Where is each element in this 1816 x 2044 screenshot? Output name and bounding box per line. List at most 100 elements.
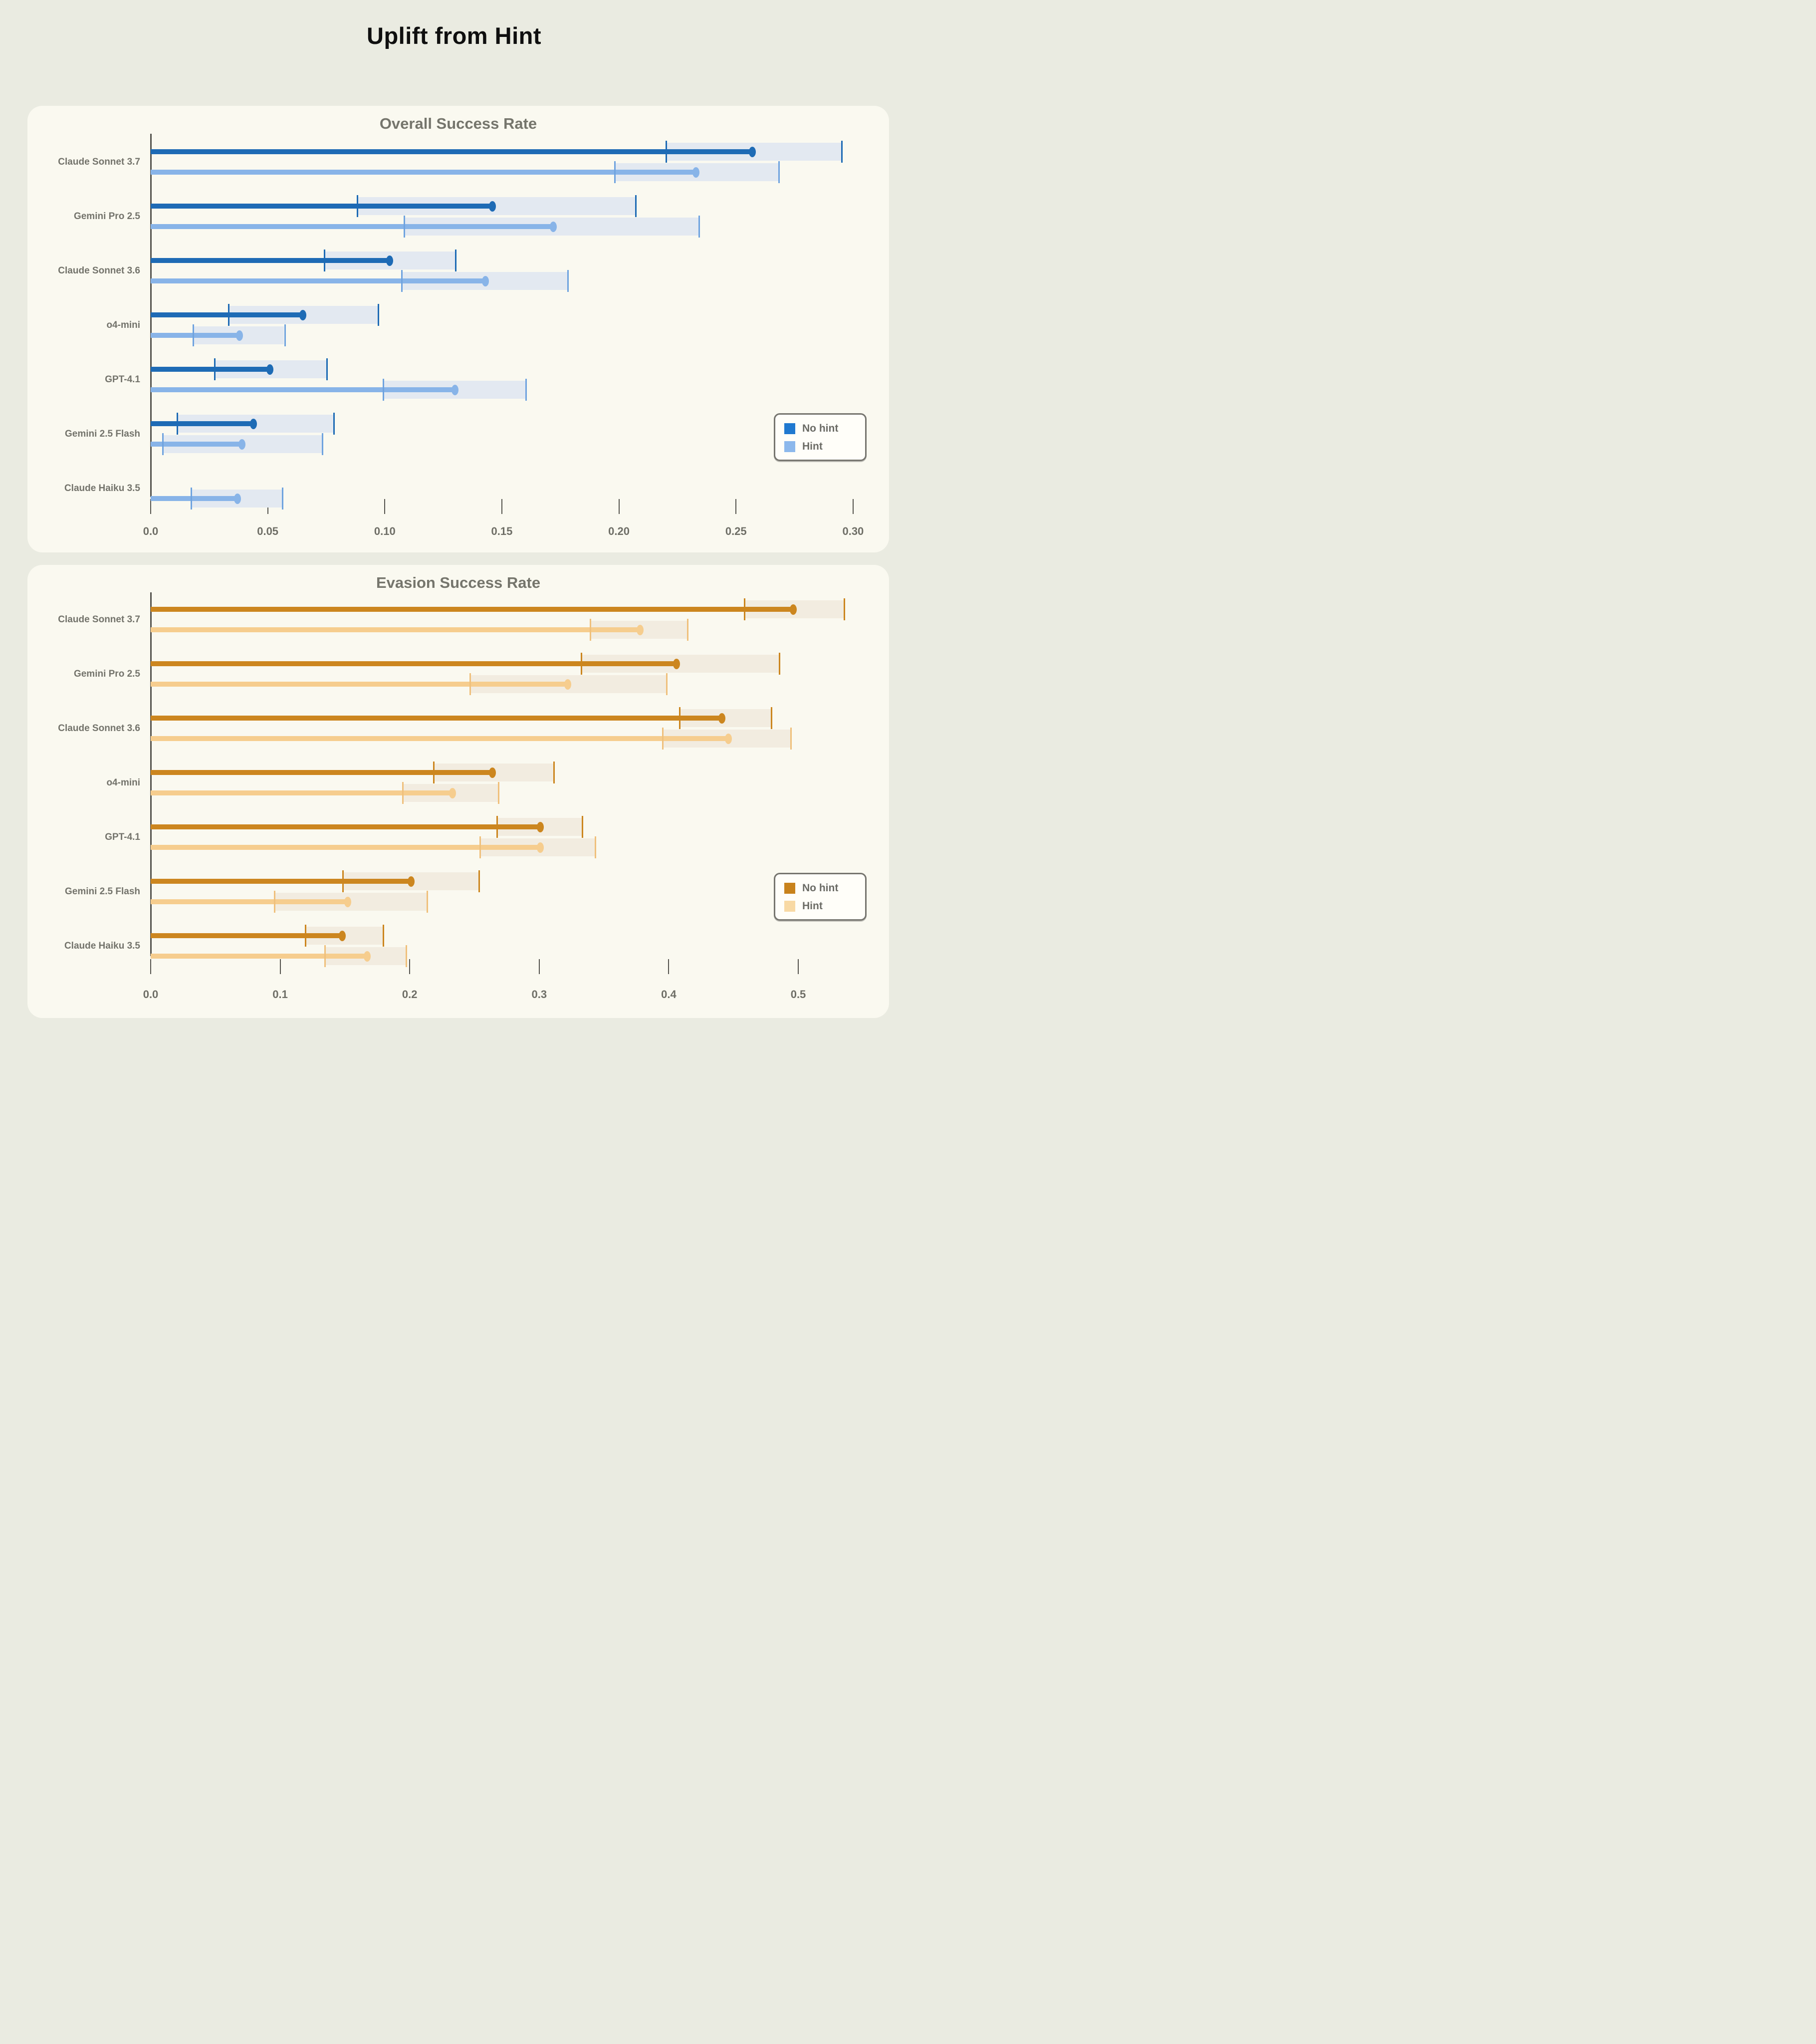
bar-hint xyxy=(151,790,453,795)
bar-no-hint xyxy=(151,258,390,263)
model-label: Gemini Pro 2.5 xyxy=(73,211,140,222)
ci-tick-low-no-hint xyxy=(342,870,344,892)
model-label: Claude Haiku 3.5 xyxy=(64,483,140,494)
ci-tick-low-hint xyxy=(662,728,664,750)
x-tick-label: 0.30 xyxy=(842,525,864,537)
ci-tick-high-hint xyxy=(406,945,408,967)
ci-tick-high-hint xyxy=(497,782,499,804)
ci-tick-low-no-hint xyxy=(356,195,358,217)
dot-hint xyxy=(550,221,557,232)
x-tick xyxy=(150,499,151,514)
page-title: Uplift from Hint xyxy=(367,22,541,49)
dot-hint xyxy=(233,493,241,504)
ci-tick-high-hint xyxy=(595,836,597,858)
model-label: Claude Sonnet 3.7 xyxy=(58,156,140,167)
legend-evasion: No hint Hint xyxy=(774,873,867,921)
ci-tick-high-no-hint xyxy=(378,304,380,326)
bar-no-hint xyxy=(151,824,541,829)
x-tick-label: 0.1 xyxy=(272,988,288,1001)
ci-tick-high-no-hint xyxy=(333,413,335,435)
dot-no-hint xyxy=(749,146,756,157)
dot-hint xyxy=(724,733,732,744)
chart-title-evasion: Evasion Success Rate xyxy=(376,574,541,591)
model-label: o4-mini xyxy=(106,777,140,788)
dot-no-hint xyxy=(718,713,725,724)
bar-hint xyxy=(151,899,348,904)
x-tick xyxy=(279,959,281,974)
dot-no-hint xyxy=(537,821,544,832)
dot-hint xyxy=(238,439,246,450)
dot-no-hint xyxy=(266,364,274,375)
bar-hint xyxy=(151,627,641,632)
dot-hint xyxy=(564,679,571,690)
ci-tick-low-no-hint xyxy=(324,250,326,271)
ci-tick-high-hint xyxy=(790,728,792,750)
bar-no-hint xyxy=(151,879,411,884)
ci-tick-high-no-hint xyxy=(771,707,773,729)
ci-tick-low-no-hint xyxy=(304,925,306,947)
bar-no-hint xyxy=(151,770,493,775)
bar-hint xyxy=(151,170,696,175)
bar-no-hint xyxy=(151,149,753,154)
bar-hint xyxy=(151,954,367,959)
ci-tick-low-hint xyxy=(402,782,404,804)
x-tick-label: 0.0 xyxy=(143,988,159,1001)
ci-tick-high-hint xyxy=(698,216,700,238)
ci-tick-low-hint xyxy=(382,379,384,401)
ci-tick-high-no-hint xyxy=(455,250,457,271)
ci-tick-low-no-hint xyxy=(433,762,435,783)
x-tick-label: 0.5 xyxy=(790,988,806,1001)
dot-no-hint xyxy=(386,255,393,266)
bar-hint xyxy=(151,496,237,501)
x-tick xyxy=(618,499,620,514)
ci-tick-high-no-hint xyxy=(326,358,328,380)
ci-tick-low-hint xyxy=(479,836,481,858)
x-tick-label: 0.3 xyxy=(531,988,547,1001)
ci-tick-low-hint xyxy=(190,488,192,510)
bar-no-hint xyxy=(151,204,493,209)
ci-tick-high-hint xyxy=(426,891,428,913)
bar-hint xyxy=(151,682,568,687)
ci-tick-high-hint xyxy=(666,673,668,695)
bar-no-hint xyxy=(151,607,793,612)
model-label: o4-mini xyxy=(106,319,140,330)
x-tick-label: 0.20 xyxy=(608,525,630,537)
x-tick xyxy=(735,499,737,514)
ci-tick-high-no-hint xyxy=(478,870,480,892)
dot-hint xyxy=(236,330,243,341)
x-tick-label: 0.05 xyxy=(257,525,279,537)
model-label: Claude Sonnet 3.6 xyxy=(58,723,140,734)
dot-no-hint xyxy=(789,604,797,615)
ci-tick-high-hint xyxy=(567,270,569,292)
x-tick-label: 0.10 xyxy=(374,525,396,537)
ci-tick-low-no-hint xyxy=(743,598,745,620)
ci-tick-high-hint xyxy=(686,619,688,641)
bar-no-hint xyxy=(151,933,343,938)
legend-label-hint: Hint xyxy=(802,900,823,912)
bar-hint xyxy=(151,224,554,229)
ci-tick-low-no-hint xyxy=(679,707,681,729)
legend-swatch-no-hint xyxy=(784,883,795,894)
ci-tick-high-hint xyxy=(778,161,780,183)
dot-hint xyxy=(344,896,351,907)
model-label: Gemini 2.5 Flash xyxy=(65,886,140,897)
legend-swatch-hint xyxy=(784,901,795,912)
ci-tick-high-no-hint xyxy=(841,141,843,163)
dot-no-hint xyxy=(339,930,346,941)
ci-tick-low-hint xyxy=(401,270,403,292)
ci-tick-low-no-hint xyxy=(496,816,498,838)
dot-hint xyxy=(637,624,644,635)
dot-no-hint xyxy=(407,876,415,887)
ci-tick-low-no-hint xyxy=(176,413,178,435)
legend-label-hint: Hint xyxy=(802,441,823,452)
model-label: GPT-4.1 xyxy=(105,374,140,385)
ci-tick-high-no-hint xyxy=(553,762,555,783)
dot-no-hint xyxy=(489,201,496,212)
bar-hint xyxy=(151,278,486,283)
model-label: Claude Haiku 3.5 xyxy=(64,940,140,951)
ci-tick-high-no-hint xyxy=(382,925,384,947)
legend-label-no-hint: No hint xyxy=(802,882,839,894)
bar-hint xyxy=(151,333,240,338)
chart-title-overall: Overall Success Rate xyxy=(379,115,537,132)
panel-evasion-success-rate: Evasion Success Rate No hint Hint 0.0 0.1… xyxy=(27,565,889,1018)
